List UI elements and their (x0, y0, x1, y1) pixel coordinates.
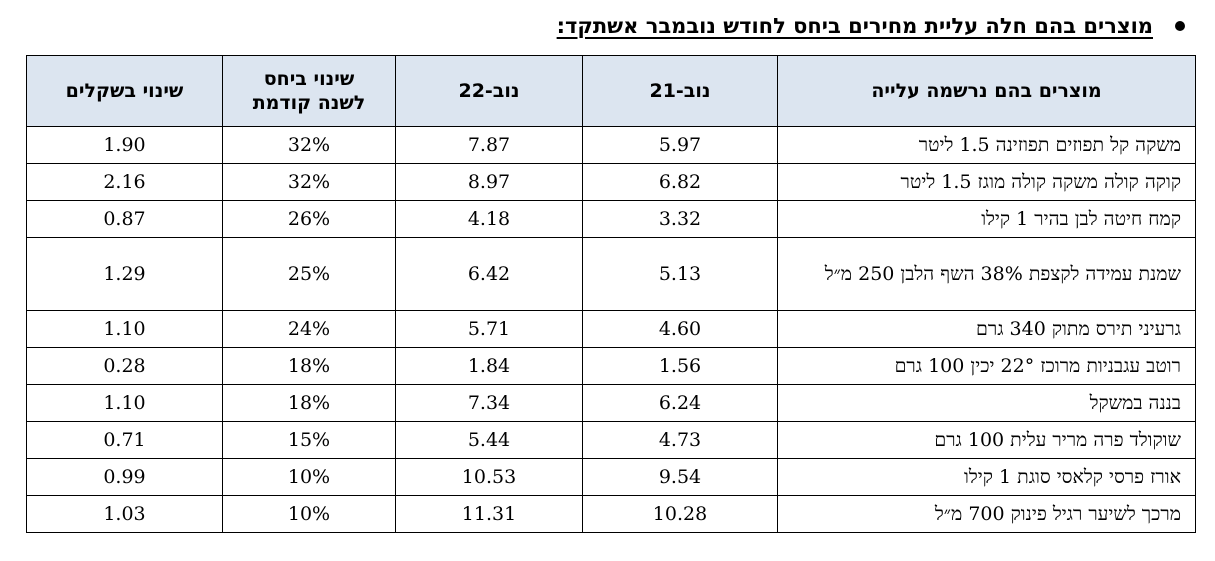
nov22-price-cell: 7.87 (395, 126, 583, 164)
pct-change-cell: 26% (222, 200, 396, 238)
nov21-price-cell: 10.28 (582, 495, 778, 533)
table-row: אורז פרסי קלאסי סוגת 1 קילו 9.54 10.53 10% 0… (26, 458, 1196, 496)
abs-change-cell: 1.10 (26, 384, 223, 422)
abs-change-cell: 1.10 (26, 310, 223, 348)
table-body: משקה קל תפוזים תפוזינה 1.5 ליטר 5.97 7.87 3… (26, 126, 1196, 533)
nov21-price-cell: 6.24 (582, 384, 778, 422)
table-row: גרעיני תירס מתוק 340 גרם 4.60 5.71 24% 1.10 (26, 310, 1196, 348)
pct-change-cell: 10% (222, 495, 396, 533)
nov21-price-cell: 5.97 (582, 126, 778, 164)
pct-change-cell: 25% (222, 237, 396, 311)
table-row: מרכך לשיער רגיל פינוק 700 מ״ל 10.28 11.31 1… (26, 495, 1196, 533)
table-row: שוקולד פרה מריר עלית 100 גרם 4.73 5.44 15% 0… (26, 421, 1196, 459)
header-product: מוצרים בהם נרשמה עלייה (777, 55, 1196, 127)
abs-change-cell: 0.87 (26, 200, 223, 238)
nov22-price-cell: 10.53 (395, 458, 583, 496)
product-name-cell: משקה קל תפוזים תפוזינה 1.5 ליטר (777, 126, 1196, 164)
table-row: קוקה קולה משקה קולה מוגז 1.5 ליטר 6.82 8.9… (26, 163, 1196, 201)
abs-change-cell: 0.28 (26, 347, 223, 385)
nov22-price-cell: 1.84 (395, 347, 583, 385)
abs-change-cell: 2.16 (26, 163, 223, 201)
table-row: רוטב עגבניות מרוכז 22° יכין 100 גרם 1.56 1… (26, 347, 1196, 385)
product-name-cell: קוקה קולה משקה קולה מוגז 1.5 ליטר (777, 163, 1196, 201)
nov22-price-cell: 5.71 (395, 310, 583, 348)
table-header-row: מוצרים בהם נרשמה עלייה נוב-21 נוב-22 שינ… (26, 55, 1196, 127)
table-row: משקה קל תפוזים תפוזינה 1.5 ליטר 5.97 7.87 3… (26, 126, 1196, 164)
product-name-cell: שוקולד פרה מריר עלית 100 גרם (777, 421, 1196, 459)
product-name-cell: אורז פרסי קלאסי סוגת 1 קילו (777, 458, 1196, 496)
nov22-price-cell: 7.34 (395, 384, 583, 422)
nov22-price-cell: 4.18 (395, 200, 583, 238)
pct-change-cell: 18% (222, 347, 396, 385)
abs-change-cell: 1.03 (26, 495, 223, 533)
table-row: קמח חיטה לבן בהיר 1 קילו 3.32 4.18 26% 0.87 (26, 200, 1196, 238)
abs-change-cell: 1.29 (26, 237, 223, 311)
product-name-cell: רוטב עגבניות מרוכז 22° יכין 100 גרם (777, 347, 1196, 385)
product-name-cell: שמנת עמידה לקצפת 38% השף הלבן 250 מ״ל (777, 237, 1196, 311)
table-row: שמנת עמידה לקצפת 38% השף הלבן 250 מ״ל 5.1… (26, 237, 1196, 311)
pct-change-cell: 15% (222, 421, 396, 459)
pct-change-cell: 18% (222, 384, 396, 422)
nov22-price-cell: 11.31 (395, 495, 583, 533)
header-abs-change: שינוי בשקלים (26, 55, 223, 127)
nov21-price-cell: 6.82 (582, 163, 778, 201)
pct-change-cell: 32% (222, 163, 396, 201)
abs-change-cell: 0.99 (26, 458, 223, 496)
nov21-price-cell: 1.56 (582, 347, 778, 385)
bullet-icon (1175, 21, 1185, 31)
product-name-cell: קמח חיטה לבן בהיר 1 קילו (777, 200, 1196, 238)
price-increase-table: מוצרים בהם נרשמה עלייה נוב-21 נוב-22 שינ… (26, 55, 1196, 533)
heading-text: מוצרים בהם חלה עליית מחירים ביחס לחודש נ… (556, 14, 1153, 38)
section-heading: מוצרים בהם חלה עליית מחירים ביחס לחודש נ… (28, 10, 1187, 42)
abs-change-cell: 1.90 (26, 126, 223, 164)
table-row: בננה במשקל 6.24 7.34 18% 1.10 (26, 384, 1196, 422)
nov22-price-cell: 6.42 (395, 237, 583, 311)
header-nov21: נוב-21 (582, 55, 778, 127)
header-pct-change: שינוי ביחס לשנה קודמת (222, 55, 396, 127)
nov21-price-cell: 5.13 (582, 237, 778, 311)
pct-change-cell: 24% (222, 310, 396, 348)
header-pct-change-text: שינוי ביחס לשנה קודמת (252, 68, 366, 114)
product-name-cell: בננה במשקל (777, 384, 1196, 422)
nov21-price-cell: 4.60 (582, 310, 778, 348)
product-name-cell: מרכך לשיער רגיל פינוק 700 מ״ל (777, 495, 1196, 533)
header-nov22: נוב-22 (395, 55, 583, 127)
pct-change-cell: 10% (222, 458, 396, 496)
nov22-price-cell: 8.97 (395, 163, 583, 201)
product-name-cell: גרעיני תירס מתוק 340 גרם (777, 310, 1196, 348)
nov21-price-cell: 4.73 (582, 421, 778, 459)
pct-change-cell: 32% (222, 126, 396, 164)
nov22-price-cell: 5.44 (395, 421, 583, 459)
nov21-price-cell: 3.32 (582, 200, 778, 238)
nov21-price-cell: 9.54 (582, 458, 778, 496)
abs-change-cell: 0.71 (26, 421, 223, 459)
